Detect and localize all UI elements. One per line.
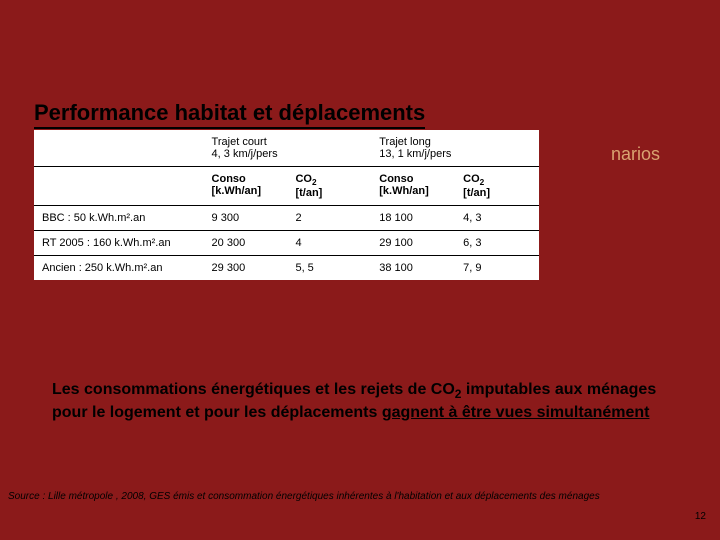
- cell: 7, 9: [455, 256, 539, 281]
- row-label: Ancien : 250 k.Wh.m².an: [34, 256, 204, 281]
- data-table: Trajet court 4, 3 km/j/pers Trajet long …: [34, 130, 539, 280]
- subheader-conso-1: Conso [k.Wh/an]: [204, 167, 288, 206]
- cell: 18 100: [371, 206, 455, 231]
- subheader-blank: [34, 167, 204, 206]
- background-word: narios: [611, 144, 660, 165]
- cell: 29 300: [204, 256, 288, 281]
- header-long-l2: 13, 1 km/j/pers: [379, 148, 451, 160]
- header-blank: [34, 130, 204, 167]
- cell: 6, 3: [455, 231, 539, 256]
- cell: 9 300: [204, 206, 288, 231]
- slide-title: Performance habitat et déplacements: [34, 100, 425, 129]
- sub-conso-2: Conso: [379, 173, 413, 185]
- body-underline: gagnent à être vues simultanément: [382, 404, 650, 421]
- sub-co2-unit-1: [t/an]: [295, 187, 322, 199]
- sub-co2-unit-2: [t/an]: [463, 187, 490, 199]
- row-label: BBC : 50 k.Wh.m².an: [34, 206, 204, 231]
- header-long-l1: Trajet long: [379, 136, 431, 148]
- sub-conso-unit-2: [k.Wh/an]: [379, 185, 429, 197]
- page-number: 12: [695, 511, 706, 522]
- sub-co2-sub-1: 2: [312, 178, 317, 187]
- cell: 2: [287, 206, 371, 231]
- subheader-conso-2: Conso [k.Wh/an]: [371, 167, 455, 206]
- body-part-a: Les consommations énergétiques et les re…: [52, 381, 455, 398]
- sub-co2-sub-2: 2: [480, 178, 485, 187]
- cell: 5, 5: [287, 256, 371, 281]
- cell: 4: [287, 231, 371, 256]
- source-citation: Source : Lille métropole , 2008, GES émi…: [8, 491, 600, 502]
- header-long-trip: Trajet long 13, 1 km/j/pers: [371, 130, 539, 167]
- subheader-co2-1: CO2 [t/an]: [287, 167, 371, 206]
- header-short-trip: Trajet court 4, 3 km/j/pers: [204, 130, 372, 167]
- sub-conso-1: Conso: [212, 173, 246, 185]
- cell: 29 100: [371, 231, 455, 256]
- row-label: RT 2005 : 160 k.Wh.m².an: [34, 231, 204, 256]
- sub-co2-2: CO: [463, 173, 480, 185]
- table-row: BBC : 50 k.Wh.m².an 9 300 2 18 100 4, 3: [34, 206, 539, 231]
- subheader-co2-2: CO2 [t/an]: [455, 167, 539, 206]
- cell: 4, 3: [455, 206, 539, 231]
- sub-conso-unit-1: [k.Wh/an]: [212, 185, 262, 197]
- table-row: RT 2005 : 160 k.Wh.m².an 20 300 4 29 100…: [34, 231, 539, 256]
- body-paragraph: Les consommations énergétiques et les re…: [52, 380, 660, 424]
- sub-co2-1: CO: [295, 173, 312, 185]
- header-short-l2: 4, 3 km/j/pers: [212, 148, 278, 160]
- cell: 20 300: [204, 231, 288, 256]
- table-row: Ancien : 250 k.Wh.m².an 29 300 5, 5 38 1…: [34, 256, 539, 281]
- cell: 38 100: [371, 256, 455, 281]
- header-short-l1: Trajet court: [212, 136, 267, 148]
